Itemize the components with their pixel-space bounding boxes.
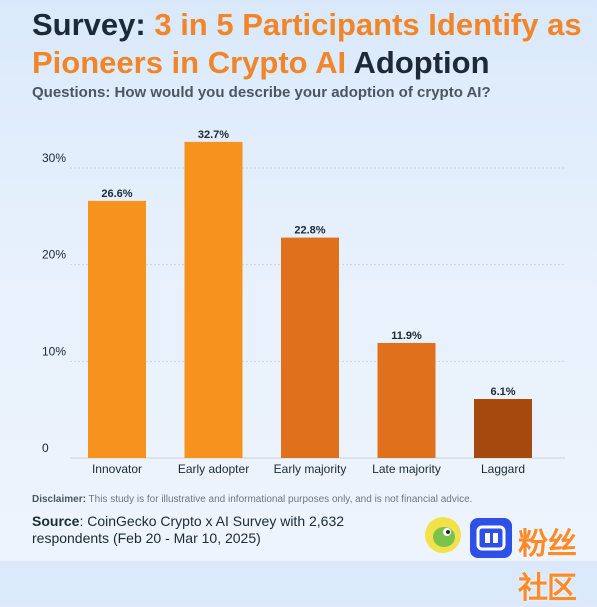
source-label: Source [32,513,80,529]
disclaimer-text: This study is for illustrative and infor… [85,494,473,505]
title-part-1: Survey: [32,7,155,42]
data-label: 22.8% [294,225,325,237]
data-label: 6.1% [490,386,515,398]
bar [377,342,436,458]
y-tick-label: 30% [42,151,66,165]
y-tick-label: 0 [42,441,49,455]
x-tick-label: Laggard [481,462,525,476]
x-tick-label: Early majority [274,462,347,476]
brand-logo-icon [470,518,512,558]
x-axis-labels: Innovator Early adopter Early majority Late… [92,462,525,476]
chart-subtitle: Questions: How would you describe your a… [32,84,491,101]
source-text: : CoinGecko Crypto x AI Survey with 2,63… [32,513,345,546]
y-tick-label: 10% [42,344,66,358]
data-label: 26.6% [101,188,132,200]
x-tick-label: Innovator [92,462,142,476]
title-part-3: Adoption [346,45,490,80]
bar-chart: 0 10% 20% 30% 26.6% 32.7% 22.8% 11.9% 6.1% Inno… [42,129,565,476]
disclaimer: Disclaimer: This study is for illustrati… [32,494,572,505]
bar [88,200,146,458]
chart-title: Survey: 3 in 5 Participants Identify as … [32,6,582,82]
data-label: 32.7% [198,129,229,141]
bar [474,399,532,458]
x-tick-label: Late majority [372,462,441,476]
watermark: 粉丝社区 [518,528,577,605]
disclaimer-label: Disclaimer: [32,494,86,505]
title-highlight: 3 in 5 Participants Identify as Pioneers… [32,7,582,80]
data-label: 11.9% [391,330,422,342]
source-note: Source: CoinGecko Crypto x AI Survey wit… [32,513,392,547]
y-tick-label: 20% [42,248,66,262]
bar [184,141,243,458]
bar [281,237,339,458]
bars: 26.6% 32.7% 22.8% 11.9% 6.1% [88,129,532,458]
x-tick-label: Early adopter [178,462,249,476]
coingecko-logo-icon [425,517,461,553]
y-axis-ticks: 0 10% 20% 30% [42,151,66,455]
